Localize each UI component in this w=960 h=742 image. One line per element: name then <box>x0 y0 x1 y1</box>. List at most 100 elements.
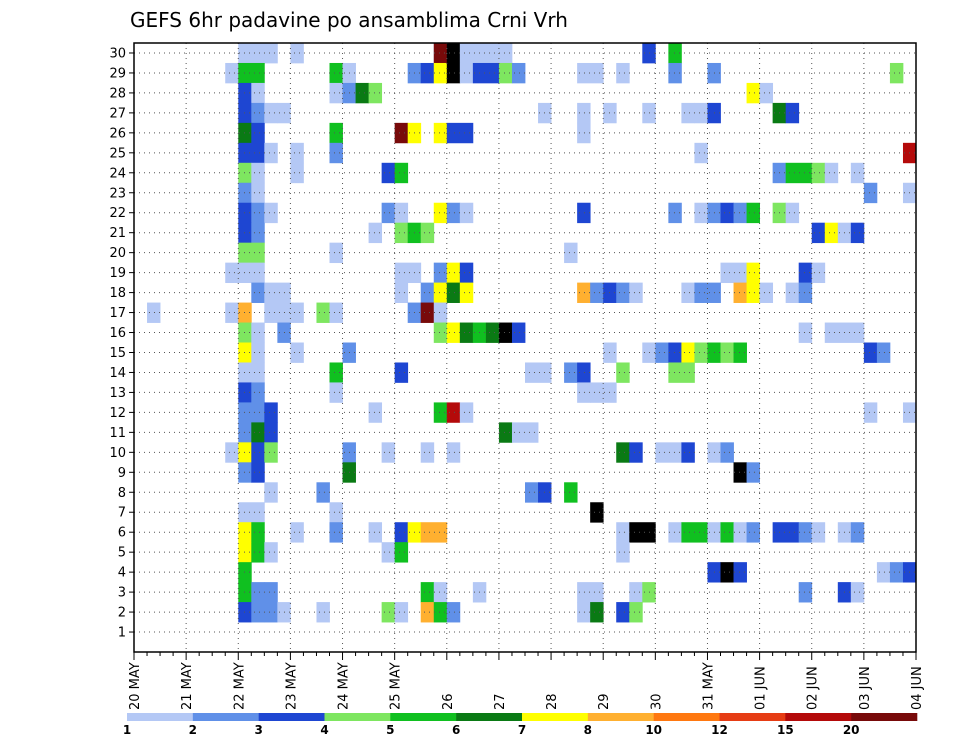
precip-cell <box>720 342 734 363</box>
precip-cell <box>420 62 435 84</box>
precip-cell <box>733 462 747 483</box>
precip-cell <box>564 362 578 383</box>
y-tick-label: 1 <box>118 626 126 641</box>
precip-cell <box>446 322 461 343</box>
colorbar-label: 3 <box>254 723 262 737</box>
x-tick-label: 26 <box>441 693 456 710</box>
precip-cell <box>850 162 865 184</box>
precip-cell <box>629 602 643 623</box>
colorbar-label: 7 <box>518 723 526 737</box>
precip-cell <box>329 502 343 523</box>
precip-cell <box>746 262 760 284</box>
precip-cell <box>824 222 839 244</box>
x-tick-label: 25 MAY <box>389 662 404 710</box>
precip-cell <box>251 342 265 363</box>
x-tick-label: 21 MAY <box>180 662 195 710</box>
precip-cell <box>264 602 278 623</box>
precip-cell <box>498 422 513 443</box>
precip-cell <box>785 282 800 303</box>
precip-cell <box>694 142 708 164</box>
precip-cell <box>420 222 435 244</box>
x-tick-label: 29 <box>597 693 612 710</box>
precip-cell <box>681 442 695 463</box>
y-tick-label: 20 <box>109 246 126 261</box>
precip-cell <box>577 602 591 623</box>
y-tick-label: 28 <box>109 86 126 101</box>
precip-cell <box>629 282 643 303</box>
precip-cell <box>446 62 461 84</box>
precip-cell <box>420 522 448 543</box>
precip-cell <box>811 222 826 244</box>
precip-cell <box>616 602 630 623</box>
precip-cell <box>238 262 265 284</box>
precip-cell <box>251 422 265 443</box>
precip-cell <box>655 342 669 363</box>
precip-cell <box>733 202 747 224</box>
precip-cell <box>498 62 513 84</box>
colorbar-label: 4 <box>320 723 328 737</box>
precip-cell <box>629 442 643 463</box>
precip-cell <box>759 282 774 303</box>
y-tick-label: 3 <box>118 586 126 601</box>
precip-cell <box>381 162 396 184</box>
precip-cell <box>616 62 630 84</box>
precip-cell <box>798 582 813 603</box>
colorbar-label: 8 <box>584 723 592 737</box>
precip-cell <box>238 242 265 264</box>
precip-cell <box>238 502 265 523</box>
precip-cell <box>746 522 760 543</box>
precip-cell <box>733 562 747 583</box>
x-tick-label: 22 MAY <box>232 662 247 710</box>
precip-cell <box>616 282 630 303</box>
precip-cell <box>655 442 682 463</box>
precip-cell <box>290 142 304 164</box>
x-axis: 20 MAY 21 MAY 22 MAY 23 MAY 24 MAY 25 MAY 26 27… <box>128 652 925 710</box>
precip-cell <box>577 282 591 303</box>
precip-cell <box>251 282 265 303</box>
precip-cell <box>394 282 409 303</box>
precip-cell <box>433 302 448 323</box>
precip-cell <box>329 82 343 104</box>
precip-cell <box>225 262 239 284</box>
y-tick-label: 13 <box>109 386 126 401</box>
precip-cell <box>264 282 291 303</box>
x-tick-label: 31 MAY <box>701 662 716 710</box>
colorbar-swatch <box>522 713 589 721</box>
colorbar-swatch <box>785 713 852 721</box>
precip-cell <box>433 282 448 303</box>
precip-cell <box>251 162 265 184</box>
precip-cell <box>433 602 448 623</box>
precip-cell <box>720 262 747 284</box>
y-tick-label: 23 <box>109 186 126 201</box>
precip-cell <box>577 122 591 144</box>
colorbar-swatch <box>851 713 918 721</box>
precip-cell <box>681 282 695 303</box>
precip-cell <box>694 102 708 124</box>
precip-cell <box>668 522 682 543</box>
precip-cell <box>251 442 265 463</box>
precip-cell <box>446 43 461 64</box>
colorbar-swatch <box>192 713 259 721</box>
precip-cell <box>616 442 630 463</box>
y-tick-label: 11 <box>109 426 126 441</box>
precip-cell <box>381 442 396 463</box>
precip-cell <box>459 322 474 343</box>
y-tick-label: 9 <box>118 466 126 481</box>
precip-cell <box>264 202 278 224</box>
precip-cell <box>238 362 265 383</box>
precip-cell <box>433 262 448 284</box>
precip-cell <box>394 202 409 224</box>
y-tick-label: 6 <box>118 526 126 541</box>
precip-cell <box>694 282 721 303</box>
colorbar: 1 2 3 4 5 6 7 8 10 12 15 20 <box>123 713 918 737</box>
precip-cell <box>381 602 396 623</box>
precip-cell <box>498 322 513 343</box>
y-tick-label: 22 <box>109 206 126 221</box>
y-tick-label: 7 <box>118 506 126 521</box>
colorbar-swatch <box>324 713 391 721</box>
precip-cell <box>459 62 474 84</box>
precip-cell <box>564 242 578 264</box>
precip-cell <box>251 582 265 603</box>
precip-cell <box>459 402 474 423</box>
